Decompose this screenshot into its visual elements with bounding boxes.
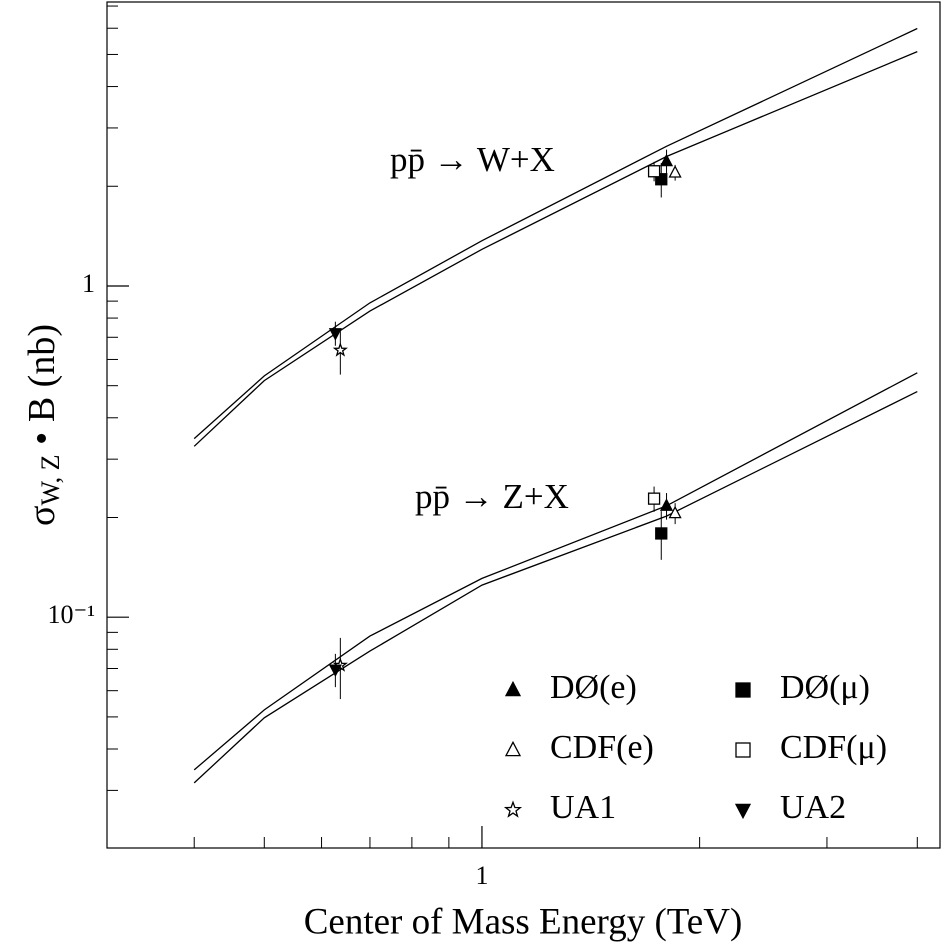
marker xyxy=(655,527,668,540)
plot-frame xyxy=(106,1,941,849)
marker xyxy=(659,498,674,511)
theory-curve xyxy=(193,391,918,784)
legend-label: UA1 xyxy=(550,789,616,826)
marker xyxy=(332,342,348,357)
legend-marker xyxy=(734,803,752,820)
theory-curve xyxy=(193,27,918,440)
marker xyxy=(668,505,682,519)
legend-marker xyxy=(503,800,523,818)
marker xyxy=(328,664,342,678)
y-tick-label: 1 xyxy=(82,269,95,298)
marker xyxy=(328,328,342,341)
y-label-symbol: σ xyxy=(21,506,63,526)
legend-label: UA2 xyxy=(780,789,846,826)
x-axis-label: Center of Mass Energy (TeV) xyxy=(304,901,743,942)
curve-label: pp̄ → Z+X xyxy=(415,477,569,516)
marker xyxy=(647,492,661,505)
legend-label: CDF(e) xyxy=(550,729,654,766)
marker xyxy=(668,165,682,178)
y-label-rest: • B (nb) xyxy=(21,324,63,454)
theory-curve xyxy=(193,51,918,447)
legend-label: CDF(μ) xyxy=(780,729,887,766)
marker xyxy=(659,153,674,167)
curve-label: pp̄ → W+X xyxy=(390,140,555,179)
legend-marker xyxy=(504,740,522,757)
y-label-sub: W, Z xyxy=(36,454,65,505)
theory-curve xyxy=(193,372,918,771)
y-axis-label: σW, Z • B (nb) xyxy=(21,324,65,526)
marker xyxy=(655,173,668,186)
x-tick-label: 1 xyxy=(475,861,488,890)
marker xyxy=(647,165,661,178)
legend-marker xyxy=(504,680,522,697)
legend-marker xyxy=(735,742,751,758)
legend-label: DØ(μ) xyxy=(780,669,870,706)
legend-marker xyxy=(735,682,751,698)
y-tick-label: 10⁻¹ xyxy=(47,600,95,629)
legend-label: DØ(e) xyxy=(550,669,637,706)
